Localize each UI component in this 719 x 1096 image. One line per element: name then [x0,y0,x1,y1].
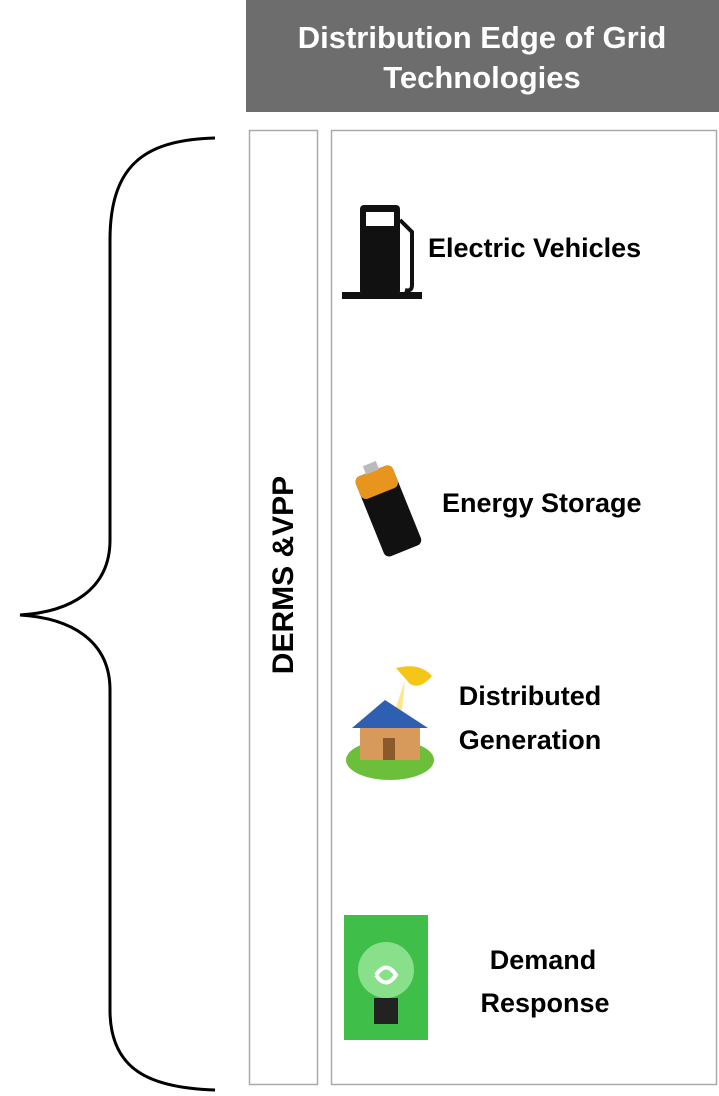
diagram: Distribution Edge of Grid Technologies D… [0,0,719,1096]
brace [20,138,215,1090]
header-title: Technologies [383,60,581,95]
item-label: Generation [459,725,602,755]
header-box [246,0,719,112]
header-title: Distribution Edge of Grid [298,20,667,55]
demand-icon [344,915,428,1040]
item-label: Energy Storage [442,488,642,518]
item-label: Electric Vehicles [428,233,641,263]
item-label: Distributed [459,681,602,711]
item-label: Response [480,988,609,1018]
item-label: Demand [490,945,597,975]
side-label: DERMS &VPP [267,476,300,674]
